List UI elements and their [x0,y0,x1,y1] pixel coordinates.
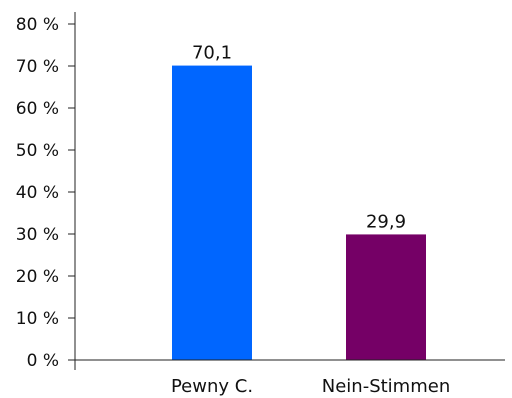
y-tick-label: 40 % [16,183,59,203]
y-tick-label: 70 % [16,57,59,77]
bar [172,65,252,360]
x-category-label: Nein-Stimmen [322,376,450,397]
y-tick-label: 80 % [16,15,59,35]
y-axis: 0 % 10 % 20 % 30 % 40 % 50 % 60 % 70 % 80 % [16,12,76,371]
y-tick-label: 50 % [16,141,59,161]
y-tick-label: 0 % [27,351,59,371]
y-tick-label: 30 % [16,225,59,245]
x-axis: Pewny C. Nein-Stimmen [68,359,505,397]
y-tick-label: 20 % [16,267,59,287]
data-label: 70,1 [192,43,232,64]
x-category-label: Pewny C. [171,376,253,397]
data-label: 29,9 [366,211,406,232]
bar [346,234,426,360]
bars: 70,1 29,9 [172,43,426,360]
y-tick-label: 60 % [16,99,59,119]
y-tick-label: 10 % [16,309,59,329]
